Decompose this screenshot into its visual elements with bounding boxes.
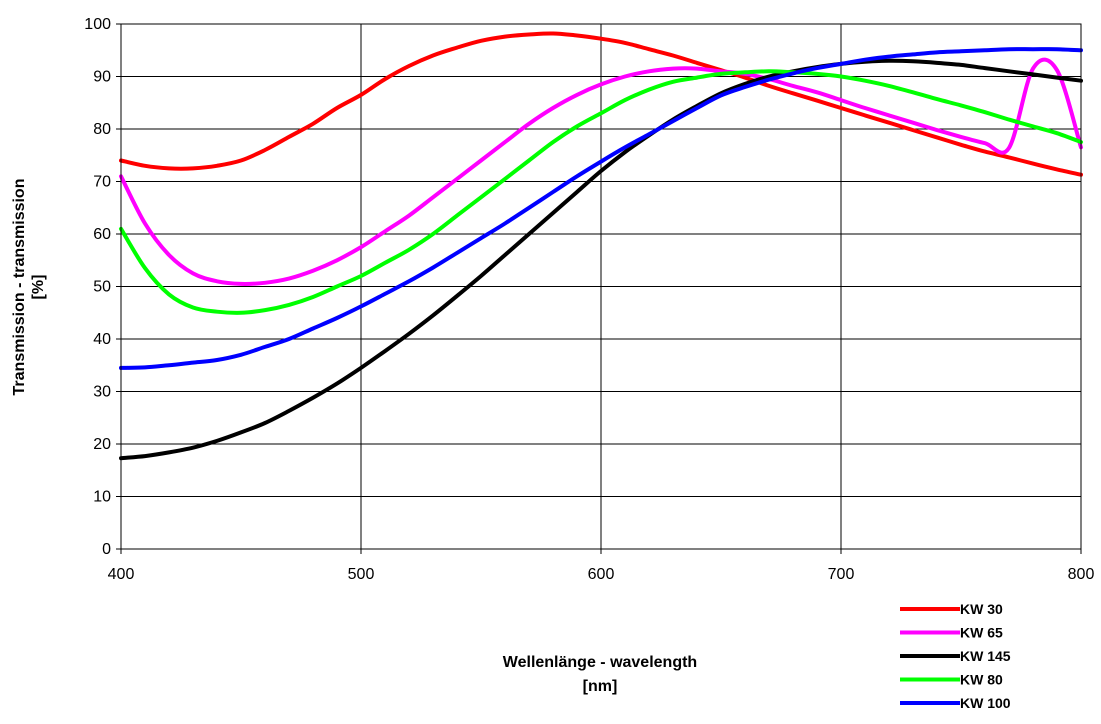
x-axis-title: Wellenlänge - wavelength [503,654,697,671]
y-tick-label: 60 [93,226,111,243]
series-line-kw-80 [119,69,1083,315]
grid [120,23,1082,550]
legend-label-kw-100: KW 100 [960,695,1011,711]
y-tick-label: 20 [93,436,111,453]
y-tick-label: 90 [93,69,111,86]
y-tick-label: 40 [93,331,111,348]
y-axis-unit: [%] [30,275,47,300]
series-line-kw-30 [119,31,1083,177]
x-axis-unit: [nm] [583,678,618,695]
y-tick-label: 80 [93,121,111,138]
y-tick-label: 10 [93,489,111,506]
legend-label-kw-145: KW 145 [960,648,1011,664]
legend: KW 30 KW 65 KW 145 KW 80 KW 100 [900,601,1011,711]
x-tick-label: 400 [108,566,135,583]
axes [116,23,1082,554]
series-lines [119,31,1083,461]
x-tick-label: 700 [828,566,855,583]
x-tick-label: 500 [348,566,375,583]
series-line-kw-65 [119,57,1083,286]
y-tick-label: 70 [93,174,111,191]
series-line-kw-145 [119,58,1083,461]
y-tick-label: 30 [93,384,111,401]
series-line-kw-100 [119,47,1083,370]
y-axis-title: Transmission - transmission [11,179,28,396]
y-tick-label: 100 [84,16,111,33]
tick-labels: 0 10 20 30 40 50 60 70 80 90 100 400 500 600 700 800 [84,16,1094,583]
y-tick-label: 50 [93,279,111,296]
x-tick-label: 600 [588,566,615,583]
legend-label-kw-65: KW 65 [960,625,1003,641]
legend-label-kw-80: KW 80 [960,672,1003,688]
y-tick-label: 0 [102,541,111,558]
x-tick-label: 800 [1068,566,1095,583]
legend-label-kw-30: KW 30 [960,601,1003,617]
